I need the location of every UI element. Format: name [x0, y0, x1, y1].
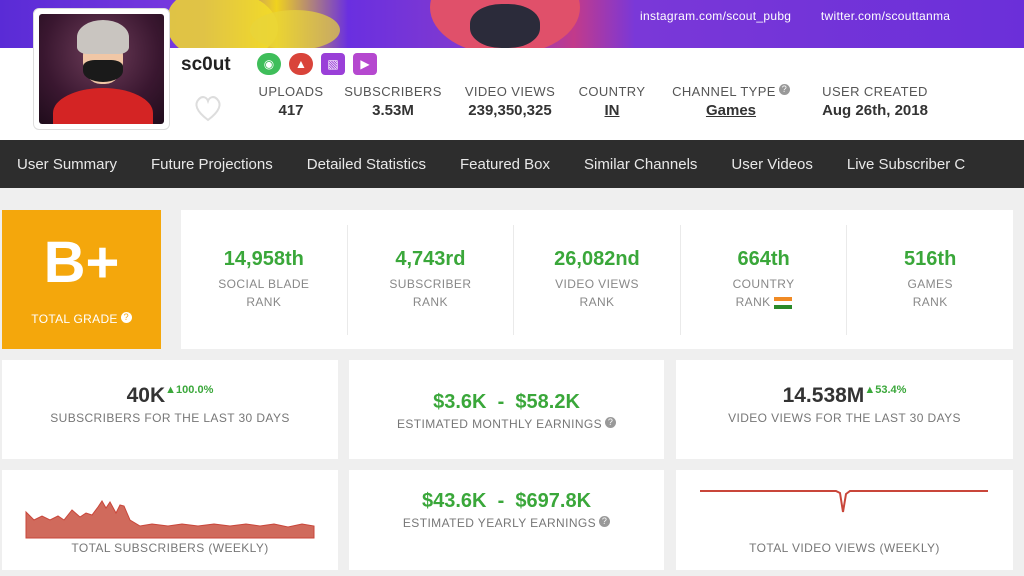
uploads-stat: UPLOADS 417	[258, 84, 324, 119]
channel-banner: instagram.com/scout_pubg twitter.com/sco…	[0, 0, 1024, 48]
tab-featured-box[interactable]: Featured Box	[459, 155, 551, 173]
grade-label: TOTAL GRADE	[31, 312, 118, 326]
chart-icon[interactable]: ▧	[321, 53, 345, 75]
video-views-rank: 26,082nd VIDEO VIEWS RANK	[514, 224, 681, 335]
india-flag-icon	[773, 296, 792, 309]
eye-icon[interactable]: ◉	[257, 53, 281, 75]
tab-detailed-statistics[interactable]: Detailed Statistics	[306, 155, 426, 173]
subscribers-weekly-sparkline	[25, 500, 315, 539]
channel-type-stat: CHANNEL TYPE? Games	[664, 84, 798, 119]
help-icon[interactable]: ?	[605, 417, 617, 428]
yearly-earnings-card: $43.6K - $697.8K ESTIMATED YEARLY EARNIN…	[349, 470, 664, 570]
subscriber-rank: 4,743rd SUBSCRIBER RANK	[348, 224, 515, 335]
avatar	[33, 8, 170, 130]
social-blade-rank: 14,958th SOCIAL BLADE RANK	[181, 224, 348, 335]
grade-value: B+	[43, 230, 120, 295]
channel-header	[0, 48, 1024, 140]
country-link[interactable]: IN	[604, 102, 620, 119]
help-icon[interactable]: ?	[778, 84, 790, 95]
country-stat: COUNTRY IN	[575, 84, 649, 119]
heart-icon[interactable]	[193, 94, 223, 122]
subscribers-30-days-card: 40K▲100.0% SUBSCRIBERS FOR THE LAST 30 D…	[2, 360, 338, 459]
twitter-link[interactable]: twitter.com/scouttanma	[820, 9, 951, 23]
subscribers-stat: SUBSCRIBERS 3.53M	[344, 84, 442, 119]
user-created-stat: USER CREATED Aug 26th, 2018	[822, 84, 928, 119]
total-grade-card: B+ TOTAL GRADE?	[2, 210, 161, 349]
nav-bar: User Summary Future Projections Detailed…	[0, 140, 1024, 188]
views-weekly-sparkline	[700, 490, 988, 513]
ranks-panel: 14,958th SOCIAL BLADE RANK 4,743rd SUBSCR…	[181, 210, 1013, 349]
views-30-days-card: 14.538M▲53.4% VIDEO VIEWS FOR THE LAST 3…	[676, 360, 1013, 459]
instagram-link[interactable]: instagram.com/scout_pubg	[640, 9, 792, 23]
channel-name: sc0ut	[181, 54, 231, 75]
tab-user-videos[interactable]: User Videos	[731, 155, 813, 173]
help-icon[interactable]: ?	[120, 312, 132, 323]
country-rank: 664th COUNTRY RANK	[681, 224, 848, 335]
tab-future-projections[interactable]: Future Projections	[151, 155, 273, 173]
help-icon[interactable]: ?	[599, 516, 611, 527]
views-weekly-chart-card: TOTAL VIDEO VIEWS (WEEKLY)	[676, 470, 1013, 570]
subscribers-weekly-chart-card: TOTAL SUBSCRIBERS (WEEKLY)	[2, 470, 338, 570]
games-rank: 516th GAMES RANK	[904, 248, 957, 309]
monthly-earnings-card: $3.6K - $58.2K ESTIMATED MONTHLY EARNING…	[349, 360, 664, 459]
tab-live-subscriber-count[interactable]: Live Subscriber C	[846, 155, 966, 173]
video-icon[interactable]: ▶	[353, 53, 377, 75]
flame-icon[interactable]: ▲	[289, 53, 313, 75]
channel-type-link[interactable]: Games	[705, 102, 757, 119]
tab-similar-channels[interactable]: Similar Channels	[584, 155, 698, 173]
video-views-stat: VIDEO VIEWS 239,350,325	[464, 84, 556, 119]
tab-user-summary[interactable]: User Summary	[17, 155, 118, 173]
